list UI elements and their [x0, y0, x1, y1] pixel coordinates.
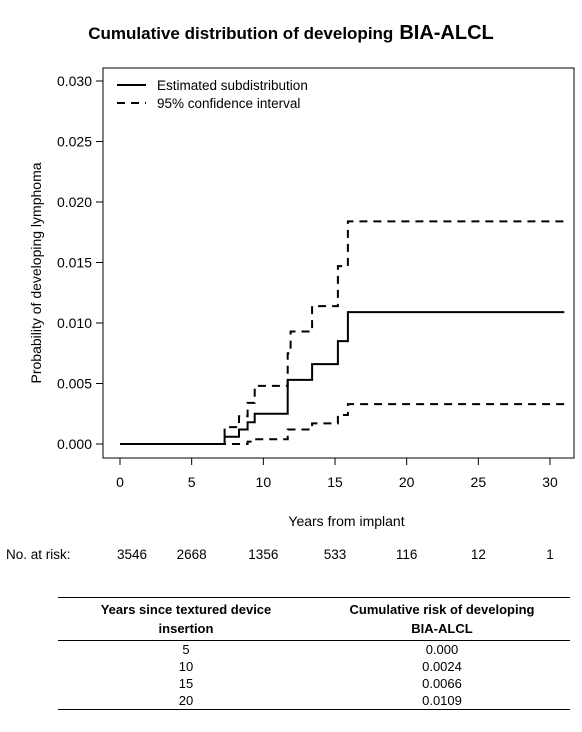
table-cell-years: 20: [178, 693, 194, 708]
table-cell-risk: 0.000: [425, 642, 459, 657]
y-tick-label: 0.000: [57, 436, 92, 452]
y-tick-label: 0.005: [57, 376, 92, 392]
x-tick-label: 0: [116, 474, 124, 490]
table-header-risk: Cumulative risk of developing BIA-ALCL: [349, 602, 535, 636]
number-at-risk-value: 12: [470, 547, 486, 562]
number-at-risk-label: No. at risk:: [6, 547, 71, 562]
number-at-risk-value: 3546: [116, 547, 148, 562]
x-tick-label: 15: [327, 474, 343, 490]
x-tick-label: 10: [256, 474, 272, 490]
x-tick-label: 20: [399, 474, 415, 490]
table-row: 20 0.0109: [58, 692, 570, 710]
table-row: 5 0.000: [58, 641, 570, 659]
chart-title: Cumulative distribution of developing BIA…: [0, 22, 582, 45]
table-row: 10 0.0024: [58, 658, 570, 675]
table-cell-years: 10: [178, 659, 194, 674]
table-header-row: Years since textured device insertion Cu…: [58, 597, 570, 641]
number-at-risk-row: No. at risk: 3546 2668 1356 533 116 12 1: [0, 547, 582, 567]
table-cell-years: 15: [178, 676, 194, 691]
y-tick-label: 0.025: [57, 134, 92, 150]
table-cell-risk: 0.0109: [422, 693, 462, 708]
x-axis-label: Years from implant: [288, 513, 404, 529]
chart-title-main: Cumulative distribution of developing: [88, 24, 394, 43]
series-ci-lower: [120, 403, 565, 445]
x-tick-label: 30: [542, 474, 558, 490]
chart-title-emphasis: BIA-ALCL: [399, 22, 494, 44]
plot-frame: [102, 67, 575, 459]
legend-estimate-label: Estimated subdistribution: [157, 78, 308, 93]
number-at-risk-value: 2668: [176, 547, 207, 562]
series-estimate: [120, 311, 565, 445]
table-cell-years: 5: [182, 642, 190, 657]
series-ci-upper: [120, 220, 565, 445]
legend-ci-label: 95% confidence interval: [157, 96, 300, 111]
y-axis-label: Probability of developing lymphoma: [28, 162, 44, 383]
y-tick-label: 0.010: [57, 315, 92, 331]
y-tick-label: 0.030: [57, 73, 92, 89]
x-tick-label: 5: [188, 474, 196, 490]
table-header-years: Years since textured device insertion: [100, 602, 272, 636]
number-at-risk-value: 1356: [248, 547, 279, 562]
x-tick-label: 25: [471, 474, 487, 490]
number-at-risk-value: 116: [395, 547, 418, 562]
cumulative-risk-table: Years since textured device insertion Cu…: [58, 597, 570, 710]
cumulative-incidence-chart: 0 5 10 15 20 25 30 0.000 0.005 0.010 0.015 0.020 0.0…: [28, 67, 575, 529]
table-cell-risk: 0.0024: [422, 659, 462, 674]
number-at-risk-value: 533: [323, 547, 347, 562]
table-cell-risk: 0.0066: [422, 676, 462, 691]
y-tick-label: 0.020: [57, 194, 92, 210]
number-at-risk-value: 1: [546, 547, 554, 562]
table-row: 15 0.0066: [58, 675, 570, 692]
y-tick-label: 0.015: [57, 255, 92, 271]
